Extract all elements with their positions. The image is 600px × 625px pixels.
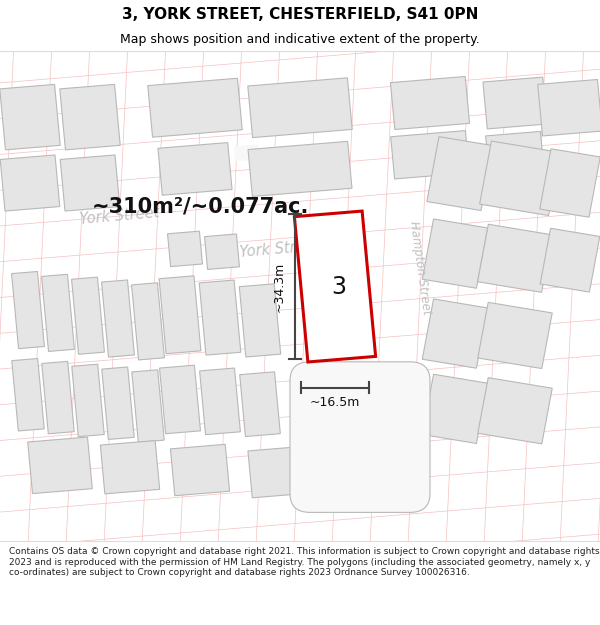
Polygon shape — [170, 444, 230, 496]
Polygon shape — [478, 302, 552, 369]
Text: 3, YORK STREET, CHESTERFIELD, S41 0PN: 3, YORK STREET, CHESTERFIELD, S41 0PN — [122, 7, 478, 22]
Polygon shape — [132, 370, 164, 442]
Polygon shape — [239, 284, 281, 357]
Polygon shape — [60, 155, 120, 211]
Polygon shape — [205, 234, 239, 269]
Polygon shape — [72, 364, 104, 437]
Text: Contains OS data © Crown copyright and database right 2021. This information is : Contains OS data © Crown copyright and d… — [9, 548, 599, 577]
Polygon shape — [483, 77, 547, 129]
Polygon shape — [200, 368, 241, 434]
Polygon shape — [158, 142, 232, 195]
Polygon shape — [248, 141, 352, 196]
Polygon shape — [485, 131, 544, 178]
Polygon shape — [239, 372, 280, 436]
Polygon shape — [42, 361, 74, 434]
Polygon shape — [101, 280, 134, 357]
Polygon shape — [148, 78, 242, 138]
Polygon shape — [12, 359, 44, 431]
Polygon shape — [422, 299, 488, 368]
Polygon shape — [391, 131, 469, 179]
Polygon shape — [248, 446, 312, 498]
Polygon shape — [0, 155, 60, 211]
Polygon shape — [234, 144, 260, 161]
Polygon shape — [60, 84, 120, 150]
Polygon shape — [538, 79, 600, 136]
Polygon shape — [391, 76, 470, 129]
Text: Hampton Street: Hampton Street — [407, 220, 433, 316]
Polygon shape — [71, 277, 104, 354]
Polygon shape — [102, 367, 134, 439]
Polygon shape — [199, 280, 241, 355]
Text: York Street: York Street — [79, 205, 161, 227]
Polygon shape — [479, 141, 560, 216]
Polygon shape — [478, 378, 552, 444]
FancyBboxPatch shape — [290, 362, 430, 512]
Text: ~34.3m: ~34.3m — [272, 261, 286, 312]
Polygon shape — [159, 276, 201, 354]
Polygon shape — [131, 282, 164, 360]
Polygon shape — [41, 274, 74, 351]
Polygon shape — [422, 374, 488, 444]
Polygon shape — [540, 228, 600, 292]
Text: 3: 3 — [331, 274, 347, 299]
Polygon shape — [167, 231, 202, 267]
Polygon shape — [427, 137, 493, 211]
Polygon shape — [478, 224, 553, 292]
Polygon shape — [100, 441, 160, 494]
Text: ~310m²/~0.077ac.: ~310m²/~0.077ac. — [91, 196, 308, 216]
Polygon shape — [540, 149, 600, 218]
Text: ~16.5m: ~16.5m — [310, 396, 360, 409]
Polygon shape — [0, 84, 60, 150]
Polygon shape — [295, 211, 376, 362]
Polygon shape — [11, 271, 44, 349]
Polygon shape — [422, 219, 488, 288]
Polygon shape — [28, 437, 92, 494]
Text: Map shows position and indicative extent of the property.: Map shows position and indicative extent… — [120, 34, 480, 46]
Polygon shape — [248, 78, 352, 138]
Polygon shape — [160, 365, 200, 434]
Text: York Street: York Street — [239, 238, 320, 260]
